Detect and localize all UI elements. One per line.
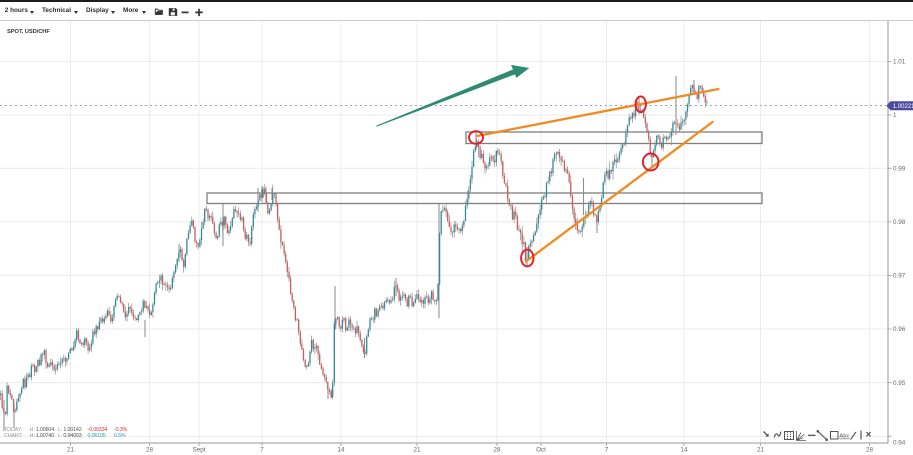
- svg-text:1.01: 1.01: [893, 59, 906, 66]
- svg-text:1: 1: [893, 112, 897, 119]
- svg-text:28: 28: [146, 447, 154, 454]
- svg-text:21: 21: [413, 447, 421, 454]
- svg-text:0.98: 0.98: [893, 219, 906, 226]
- svg-text:7: 7: [260, 447, 264, 454]
- svg-text:Abc: Abc: [839, 434, 849, 440]
- svg-text:28: 28: [493, 447, 501, 454]
- svg-text:0.95: 0.95: [893, 380, 906, 387]
- svg-text:0.94: 0.94: [893, 439, 906, 446]
- svg-text:28: 28: [866, 447, 874, 454]
- svg-text:Sept: Sept: [193, 447, 206, 454]
- svg-text:7: 7: [605, 447, 609, 454]
- svg-text:21: 21: [757, 447, 765, 454]
- svg-text:14: 14: [680, 447, 688, 454]
- svg-text:14: 14: [337, 447, 345, 454]
- svg-text:21: 21: [67, 447, 75, 454]
- svg-text:0.97: 0.97: [893, 273, 906, 280]
- svg-text:1.00221: 1.00221: [893, 104, 913, 110]
- svg-text:0.99: 0.99: [893, 166, 906, 173]
- svg-text:Oct: Oct: [536, 447, 546, 454]
- svg-text:0.96: 0.96: [893, 326, 906, 333]
